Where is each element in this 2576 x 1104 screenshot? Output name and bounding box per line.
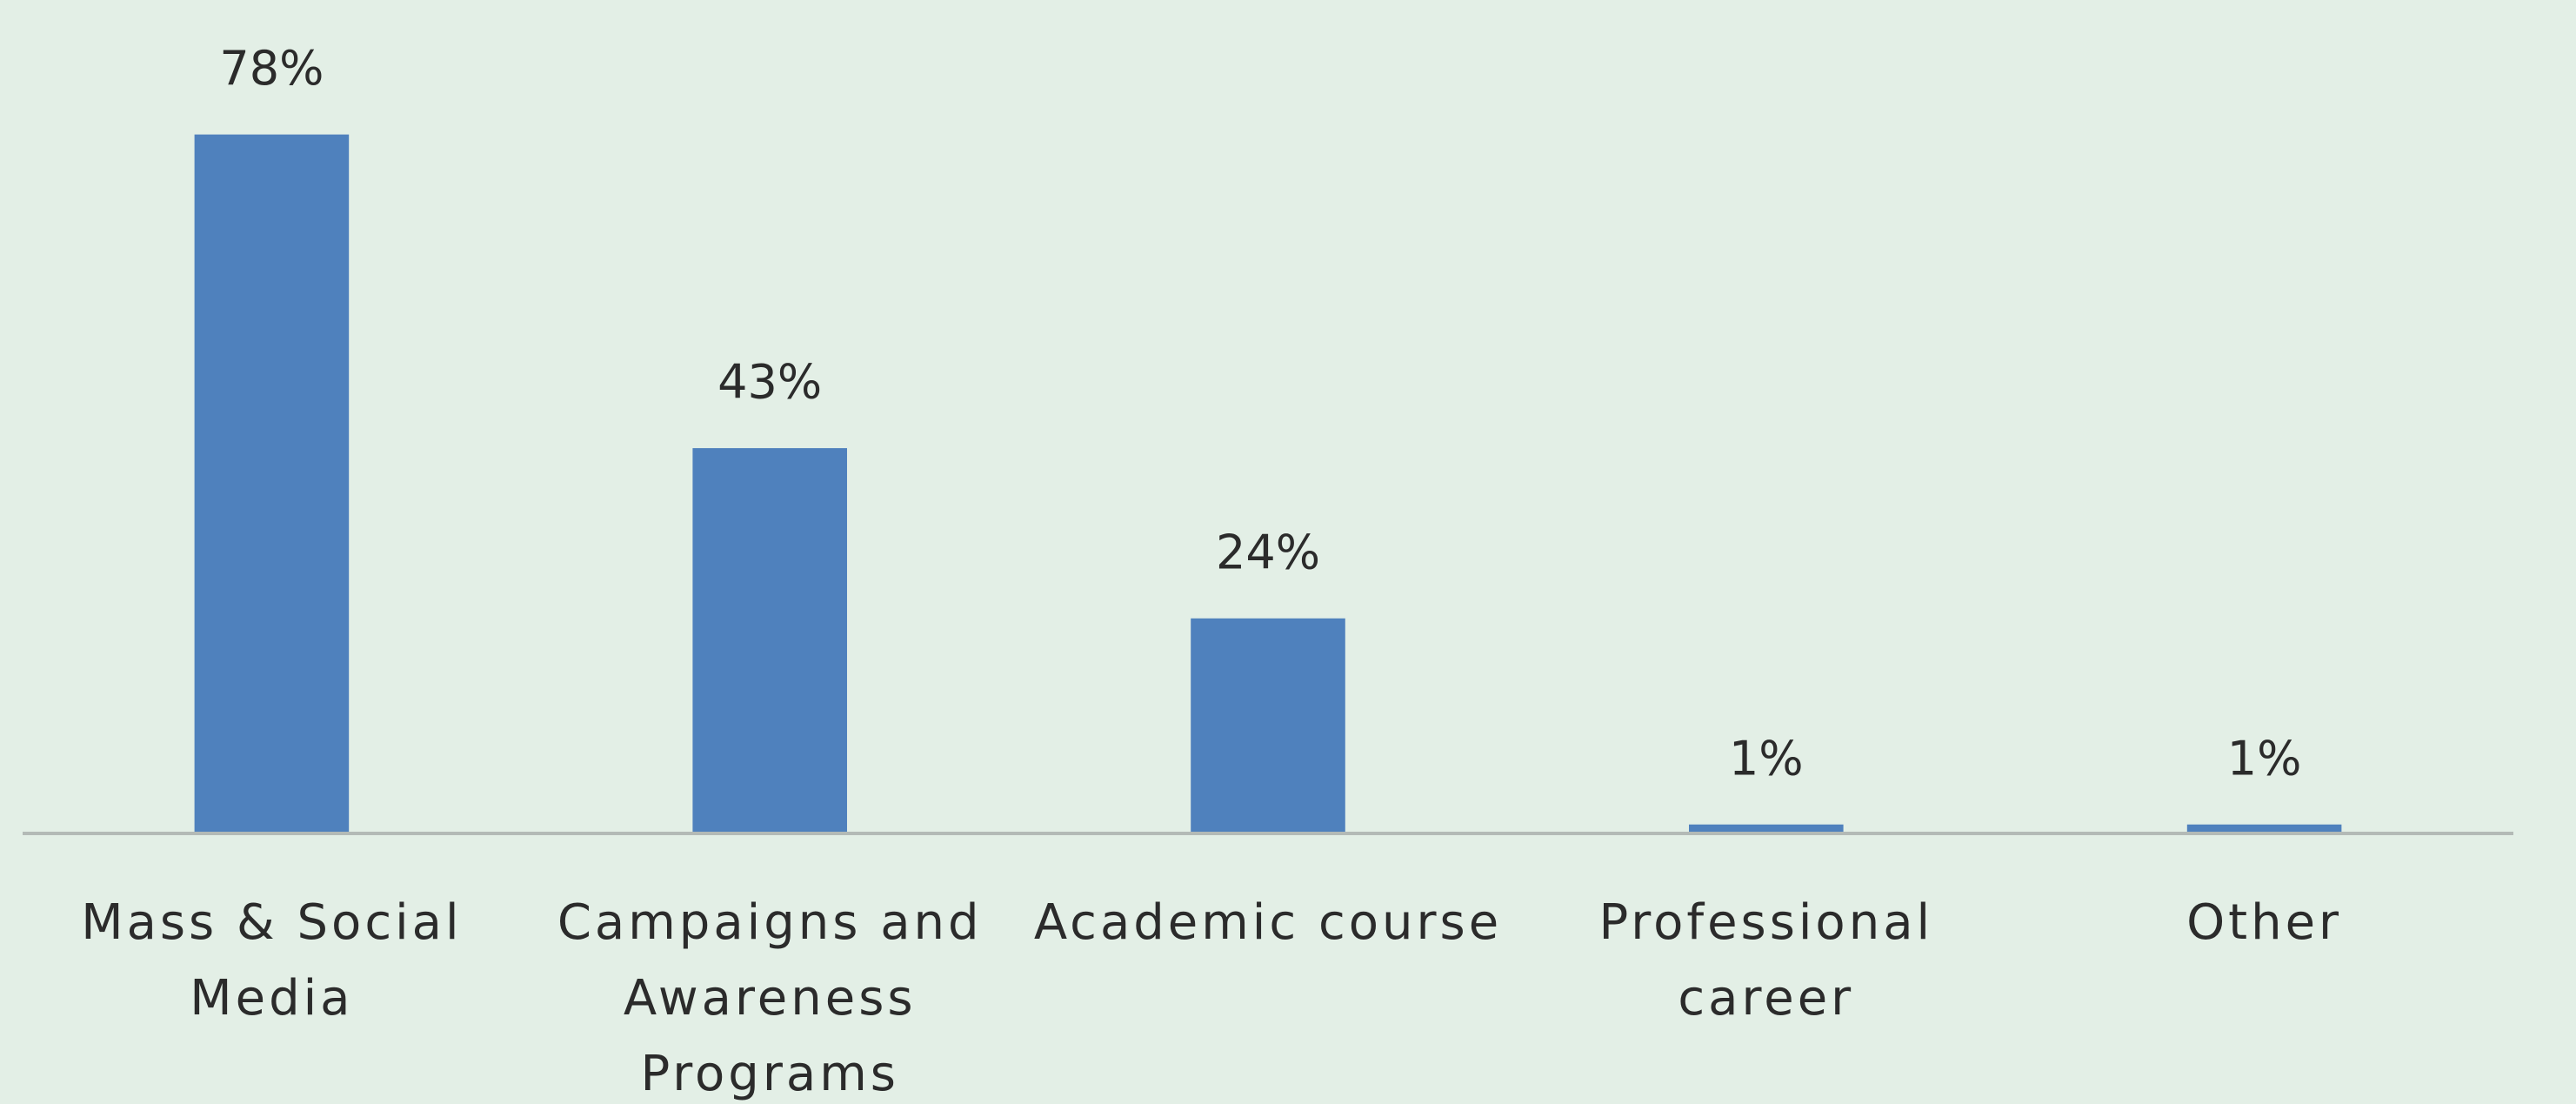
bar [692, 448, 847, 833]
data-label: 1% [1729, 731, 1804, 786]
data-label: 78% [219, 41, 324, 96]
x-tick-label: Campaigns and Awareness Programs [557, 894, 983, 1102]
data-label: 24% [1216, 525, 1320, 579]
data-label: 1% [2227, 731, 2302, 786]
data-label: 43% [717, 355, 822, 410]
x-tick-label: Mass & Social Media [81, 894, 462, 1027]
bar [194, 134, 350, 834]
bar [1191, 618, 1345, 833]
x-tick-label: Other [2186, 894, 2342, 951]
bar [2186, 824, 2342, 833]
bar [1689, 824, 1844, 833]
x-tick-label: Academic course [1034, 894, 1502, 951]
x-tick-label: Professional career [1599, 894, 1934, 1027]
